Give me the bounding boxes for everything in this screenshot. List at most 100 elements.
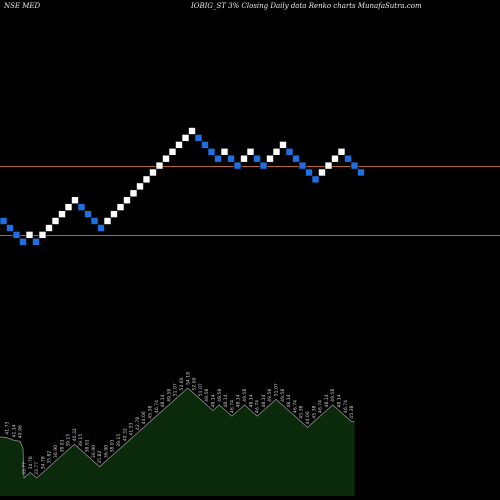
renko-brick-52 [337,148,346,156]
renko-brick-10 [64,203,73,211]
area-label-13: 36.90 [103,445,109,458]
area-label-38: 48.14 [261,394,267,407]
renko-brick-43 [279,141,287,149]
area-label-47: 46.74 [318,400,324,413]
area-label-33: 46.74 [229,400,235,413]
area-label-14: 38.01 [110,439,116,452]
reference-lines [0,166,500,236]
renko-brick-1 [6,224,14,232]
renko-brick-35 [227,154,235,163]
renko-brick-18 [116,203,125,211]
renko-brick-54 [350,161,359,170]
area-outline [0,387,355,479]
area-label-24: 51.07 [173,383,179,396]
area-label-7: 39.15 [66,434,72,447]
renko-brick-30 [194,134,203,142]
area-label-22: 48.14 [160,394,166,407]
lower-area-panel [0,387,355,496]
renko-brick-24 [155,161,164,170]
area-label-15: 39.15 [116,434,122,447]
area-label-12: 35.82 [97,451,103,464]
renko-brick-23 [149,168,157,177]
area-label-2: 33.77 [34,462,40,475]
renko-brick-55 [357,168,365,177]
area-label-28: 51.07 [198,383,204,396]
area-left-label-1: 41.73 [5,421,11,434]
area-label-30: 48.14 [211,394,217,407]
renko-brick-17 [110,210,118,218]
renko-brick-11 [71,196,79,204]
renko-brick-12 [77,203,86,211]
area-label-4: 35.82 [47,451,53,464]
renko-brick-4 [25,231,34,239]
renko-brick-42 [272,148,281,156]
area-label-50: 48.14 [337,394,343,407]
renko-brick-19 [123,196,131,204]
area-label-31: 49.58 [217,389,223,402]
area-label-3: 34.78 [40,456,46,469]
renko-brick-40 [259,161,268,170]
area-label-26: 54.18 [185,372,191,385]
area-label-51: 46.74 [343,400,349,413]
renko-bricks [0,127,365,246]
area-label-18: 42.78 [135,417,141,430]
renko-brick-31 [201,141,209,149]
area-label-25: 52.60 [179,377,185,390]
area-label-40: 51.07 [274,383,280,396]
renko-brick-28 [181,134,190,142]
renko-brick-53 [344,154,352,163]
area-label-29: 49.58 [204,389,210,402]
area-label-17: 41.53 [129,422,135,435]
area-label-48: 48.14 [324,394,330,407]
area-label-37: 46.74 [255,400,261,413]
header-title: IOBIG_ST 3% Closing Daily data Renko cha… [191,2,422,10]
renko-brick-48 [311,175,320,184]
area-label-21: 46.74 [154,400,160,413]
renko-brick-13 [84,210,92,218]
renko-brick-51 [331,154,339,163]
renko-brick-41 [266,154,274,163]
renko-brick-36 [233,161,242,170]
area-label-6: 38.01 [59,439,65,452]
area-left-label-0: 41.14 [12,424,18,437]
renko-brick-25 [162,154,170,163]
renko-brick-37 [240,154,248,163]
renko-brick-16 [103,217,112,225]
area-label-45: 44.06 [305,411,311,424]
area-label-10: 38.01 [85,439,91,452]
renko-brick-9 [58,210,66,218]
renko-brick-15 [97,224,105,232]
renko-brick-45 [292,154,300,163]
area-label-42: 48.14 [286,394,292,407]
renko-brick-32 [207,148,216,156]
renko-brick-49 [318,168,326,177]
area-label-46: 45.38 [311,405,317,418]
renko-brick-14 [90,217,99,225]
renko-brick-34 [220,148,229,156]
renko-brick-44 [285,148,294,156]
renko-brick-27 [175,141,183,149]
area-label-1: 34.78 [28,456,34,469]
renko-brick-2 [12,231,21,239]
renko-brick-5 [32,238,40,246]
renko-brick-8 [51,217,60,225]
renko-brick-39 [253,154,261,163]
renko-brick-38 [246,148,255,156]
area-label-52: 45.38 [349,405,355,418]
area-label-34: 48.14 [236,394,242,407]
renko-brick-47 [305,168,313,177]
area-label-16: 40.32 [122,428,128,441]
area-label-9: 39.15 [78,434,84,447]
area-label-36: 48.14 [248,394,254,407]
area-label-20: 45.38 [148,405,154,418]
area-label-19: 44.06 [141,411,147,424]
renko-brick-6 [38,231,47,239]
area-label-41: 49.58 [280,389,286,402]
renko-brick-0 [0,217,8,225]
renko-brick-33 [214,154,222,163]
renko-brick-3 [19,238,27,246]
area-label-49: 49.58 [330,389,336,402]
header-exchange: NSE MED [4,2,41,10]
